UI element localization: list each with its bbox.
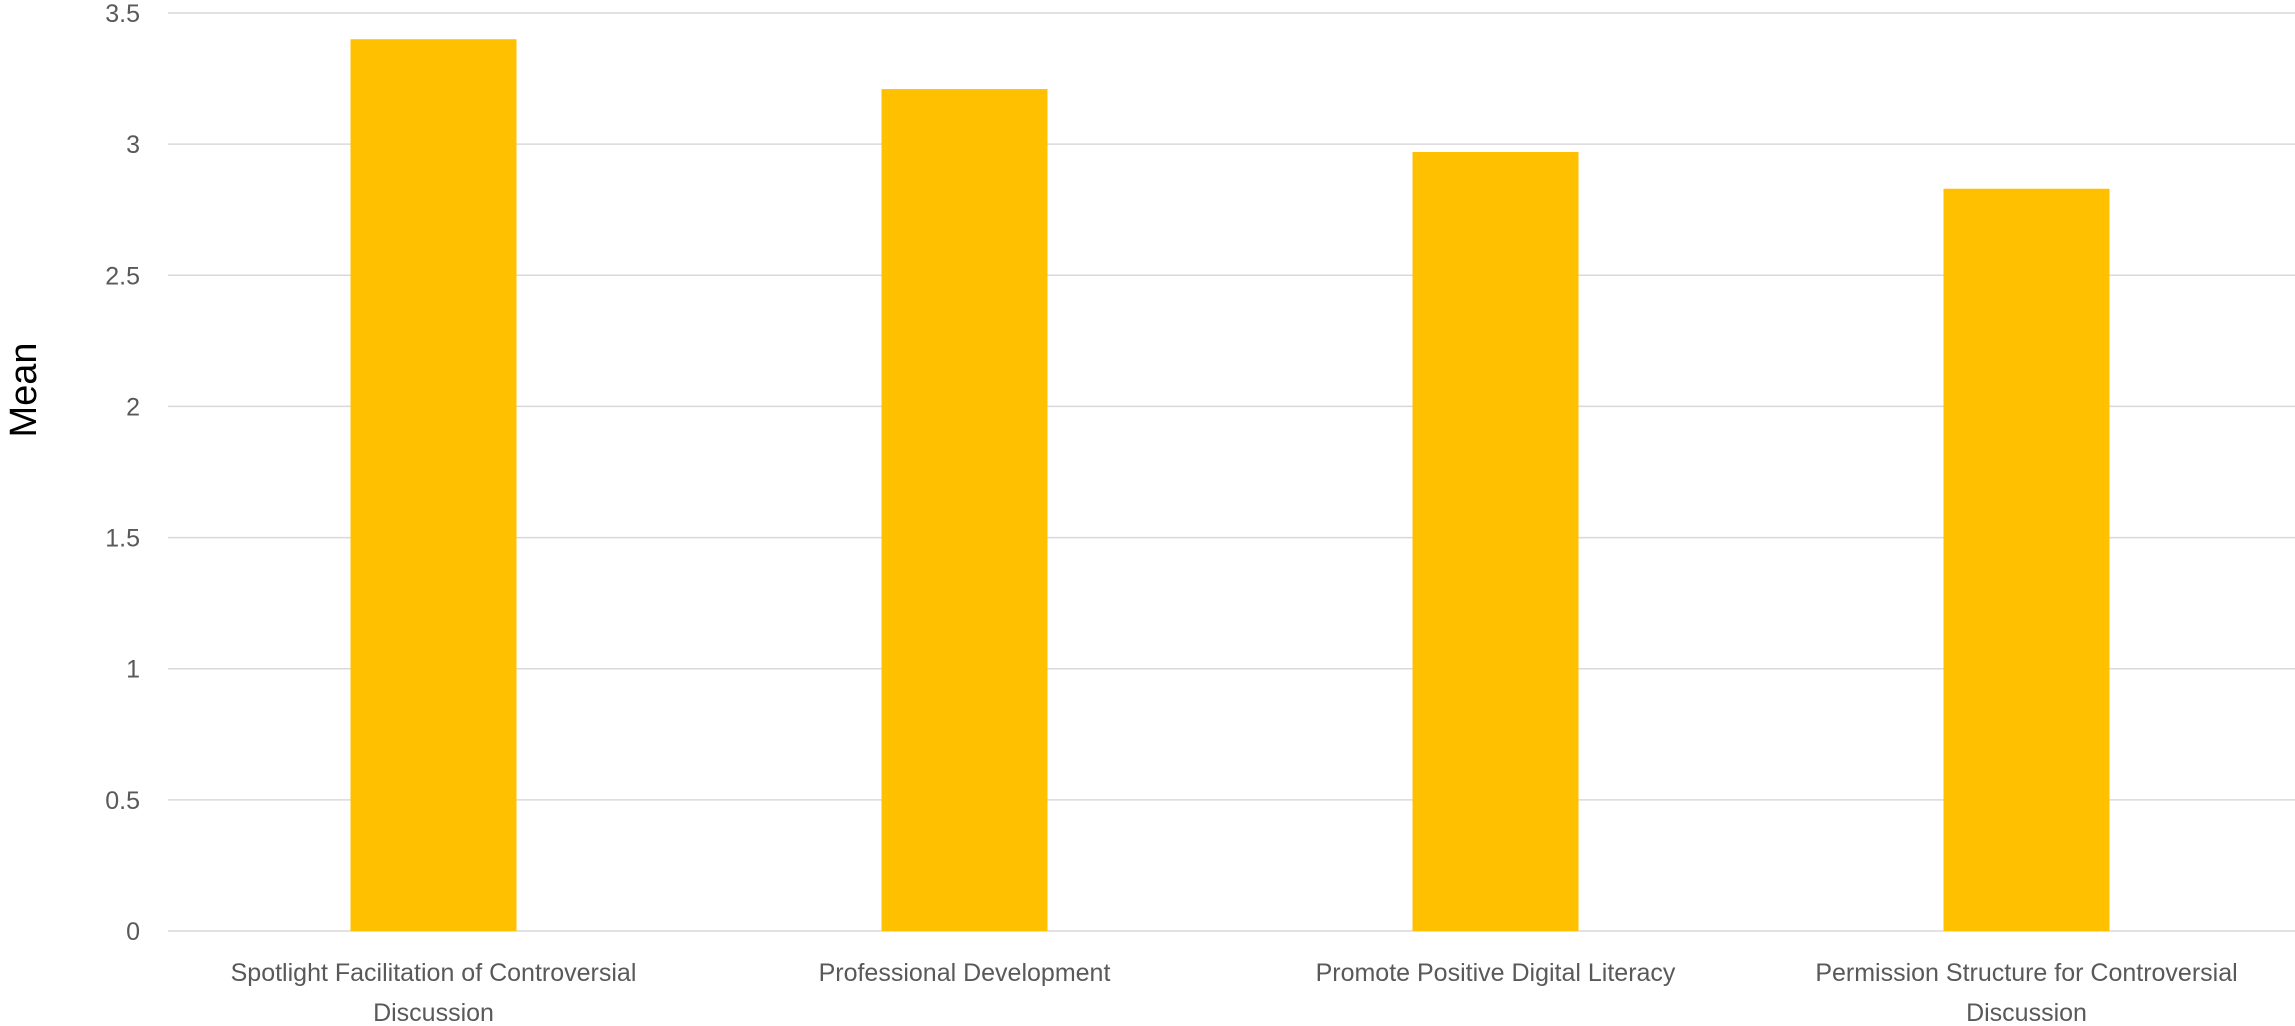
x-category-label-line: Discussion: [1966, 999, 2087, 1026]
x-category-label-line: Spotlight Facilitation of Controversial: [231, 959, 637, 987]
y-tick-label: 3: [126, 131, 140, 159]
y-tick-labels: 0 0.5 1 1.5 2 2.5 3 3.5: [105, 0, 140, 946]
y-tick-label: 2: [126, 393, 140, 421]
x-category-label-line: Permission Structure for Controversial: [1815, 959, 2237, 987]
y-tick-label: 3.5: [105, 0, 140, 28]
x-category-label-line: Professional Development: [819, 959, 1111, 987]
y-tick-label: 2.5: [105, 262, 140, 290]
y-tick-label: 1: [126, 656, 140, 684]
x-category-label-line: Promote Positive Digital Literacy: [1316, 959, 1676, 987]
x-category-label-line: Discussion: [373, 999, 494, 1026]
x-category-label: Permission Structure for Controversial Di…: [1815, 959, 2237, 1026]
bars: [350, 39, 2110, 932]
y-tick-label: 1.5: [105, 525, 140, 553]
bar: [1412, 152, 1579, 932]
x-category-label: Promote Positive Digital Literacy: [1316, 959, 1676, 987]
y-tick-label: 0: [126, 918, 140, 946]
y-tick-label: 0.5: [105, 787, 140, 815]
bar: [1943, 188, 2110, 931]
gridlines: [168, 12, 2295, 932]
category-labels: Spotlight Facilitation of Controversial D…: [231, 959, 2238, 1026]
y-axis-title: Mean: [3, 342, 45, 437]
x-category-label: Professional Development: [819, 959, 1111, 987]
x-category-label: Spotlight Facilitation of Controversial D…: [231, 959, 637, 1026]
bar: [881, 89, 1048, 931]
bar: [350, 39, 517, 931]
